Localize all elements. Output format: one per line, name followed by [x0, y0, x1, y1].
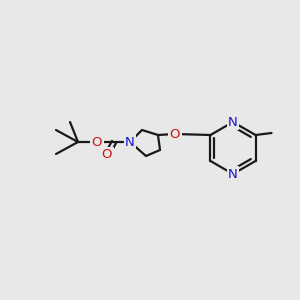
Text: N: N	[125, 136, 135, 148]
Text: N: N	[228, 167, 238, 181]
Text: O: O	[102, 148, 112, 161]
Text: N: N	[228, 116, 238, 128]
Text: O: O	[170, 128, 180, 140]
Text: O: O	[92, 136, 102, 148]
